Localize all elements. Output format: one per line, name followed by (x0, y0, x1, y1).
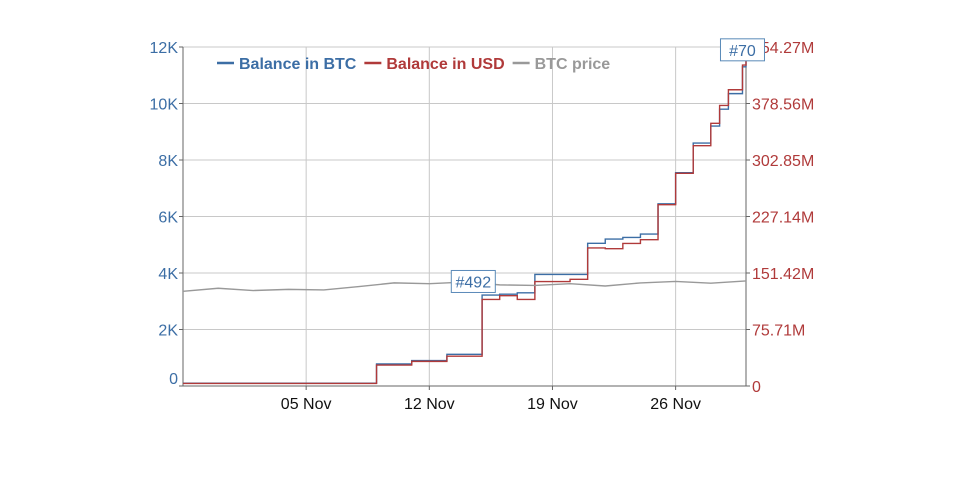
legend[interactable]: Balance in BTC Balance in USD BTC price (217, 56, 610, 73)
left-tick-label: 0 (169, 371, 178, 388)
legend-label: Balance in BTC (239, 56, 357, 73)
series-line-balance-in-btc (183, 47, 747, 384)
x-tick-label: 26 Nov (650, 396, 701, 413)
annotation-label: #70 (729, 43, 756, 60)
left-tick-label: 12K (150, 40, 179, 57)
annotation-flag[interactable]: #492 (450, 269, 496, 293)
right-tick-label: 0 (752, 379, 761, 396)
right-tick-label: 151.42M (752, 266, 814, 283)
annotation-flag[interactable]: #70 (719, 38, 765, 62)
legend-label: Balance in USD (386, 56, 504, 73)
left-tick-label: 2K (158, 323, 178, 340)
annotation-box (450, 269, 496, 293)
x-tick-label: 12 Nov (404, 396, 455, 413)
annotation-label: #492 (456, 274, 492, 291)
grid-layer (183, 46, 746, 387)
legend-label: BTC price (535, 56, 611, 73)
right-tick-label: 227.14M (752, 209, 814, 226)
right-tick-label: 302.85M (752, 153, 814, 170)
left-tick-label: 6K (158, 210, 178, 227)
annotation-box (719, 38, 765, 62)
left-tick-label: 4K (158, 266, 178, 283)
right-tick-label: 454.27M (752, 40, 814, 57)
right-tick-label: 75.71M (752, 323, 805, 340)
legend-item-balance-in-btc[interactable]: Balance in BTC (217, 56, 357, 73)
annotation-layer: #492 #70 (450, 38, 765, 293)
series-line-balance-in-usd (183, 48, 747, 385)
legend-item-balance-in-usd[interactable]: Balance in USD (364, 56, 505, 73)
x-tick-label: 05 Nov (281, 396, 332, 413)
left-tick-label: 8K (158, 153, 178, 170)
legend-item-btc-price[interactable]: BTC price (512, 56, 611, 73)
right-tick-label: 378.56M (752, 96, 814, 113)
axis-layer: 0 2K 4K 6K 8K 10K 12K 0 75.71M 151.42M 227.14M 302.… (150, 40, 815, 413)
left-tick-label: 10K (150, 97, 179, 114)
series-layer (182, 47, 747, 385)
x-tick-label: 19 Nov (527, 396, 578, 413)
